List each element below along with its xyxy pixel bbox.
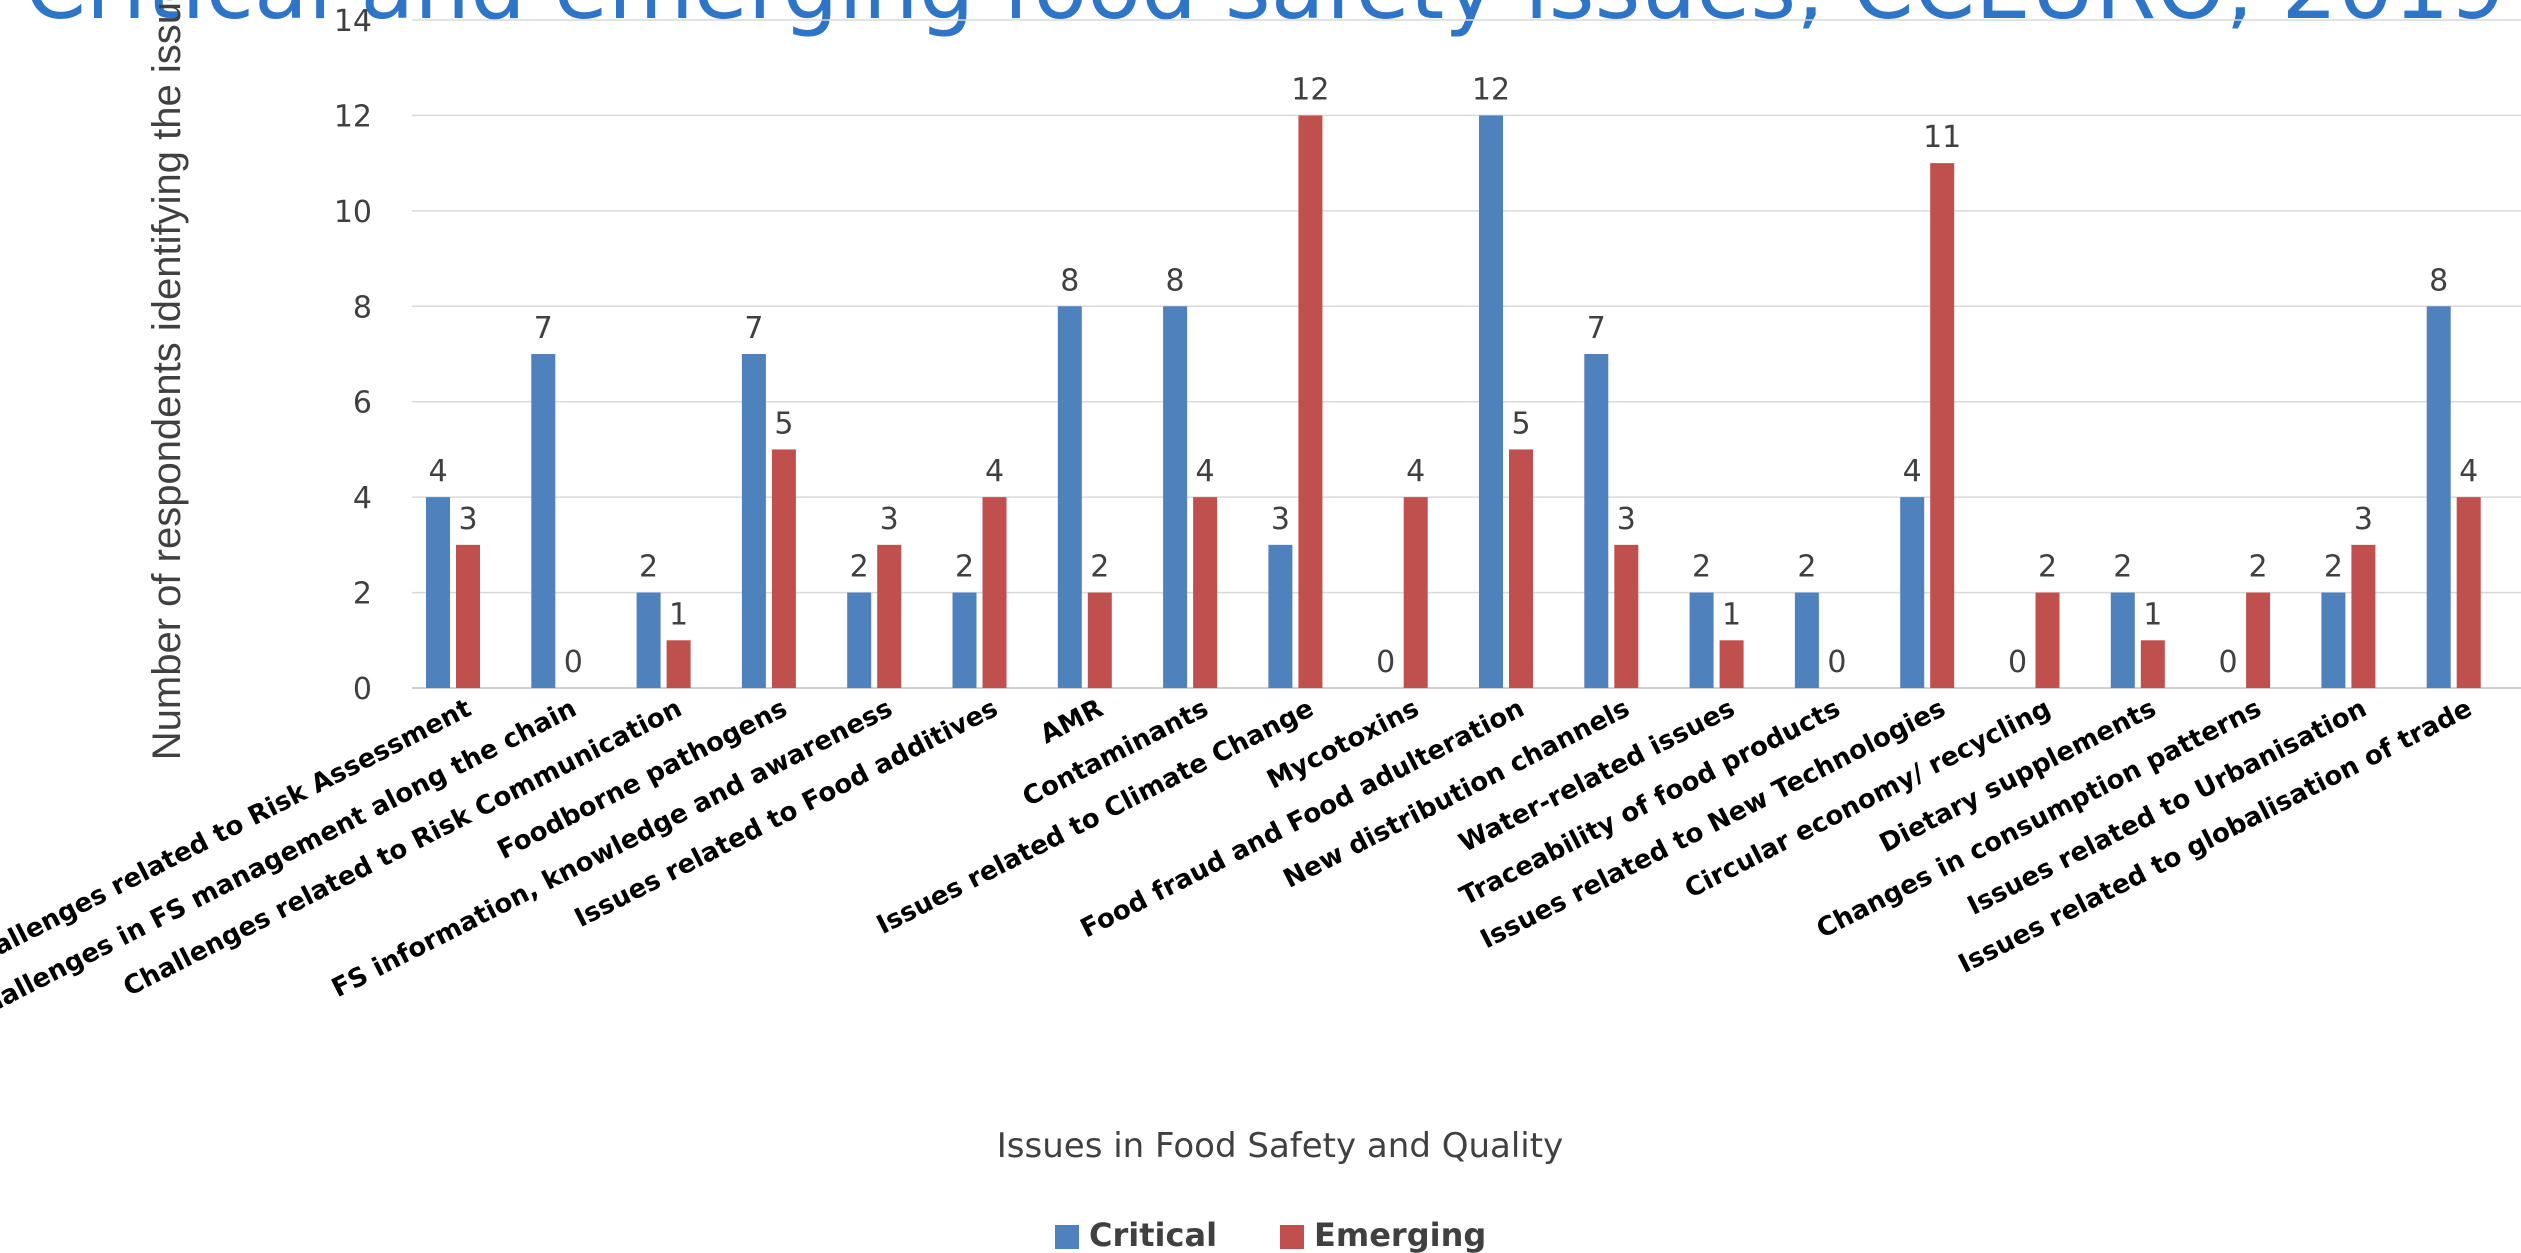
legend-label-emerging: Emerging [1314,1216,1486,1253]
y-tick-label: 0 [353,672,372,707]
data-label-emerging: 1 [2143,597,2162,632]
data-label-critical: 2 [2113,550,2132,585]
data-label-critical: 2 [2324,550,2343,585]
data-label-emerging: 1 [1722,597,1741,632]
data-label-critical: 8 [1166,263,1185,298]
bar-critical [636,592,661,688]
data-label-emerging: 4 [2459,454,2478,489]
bar-emerging [771,449,796,688]
bar-critical [1794,592,1819,688]
bar-emerging [2246,592,2271,688]
y-axis-ticks: 0 2 4 6 8 10 12 14 [334,4,372,707]
legend-swatch-critical [1055,1225,1079,1249]
bar-critical [1479,115,1503,688]
bar-critical [531,354,556,688]
data-label-critical: 2 [955,550,974,585]
data-label-critical: 0 [2219,645,2238,680]
data-label-critical: 2 [850,550,869,585]
bar-critical [1689,592,1714,688]
bar-emerging [1509,449,1533,688]
data-label-emerging: 4 [985,454,1004,489]
bar-emerging [1719,640,1744,688]
data-label-emerging: 2 [2038,550,2057,585]
data-label-critical: 12 [1472,72,1510,107]
data-label-critical: 7 [534,311,553,346]
bar-emerging [2140,640,2165,688]
bar-critical [426,497,450,688]
data-label-critical: 2 [1797,550,1816,585]
gridlines [412,19,2521,594]
data-label-critical: 7 [1587,311,1606,346]
data-label-emerging: 0 [1827,645,1846,680]
data-label-critical: 0 [2008,645,2027,680]
y-tick-label: 4 [353,481,372,516]
bar-critical [2110,592,2135,688]
data-label-emerging: 3 [2354,502,2373,537]
y-tick-label: 14 [334,4,372,39]
data-label-critical: 8 [2429,263,2448,298]
bar-emerging [2456,497,2481,688]
data-label-critical: 3 [1271,502,1290,537]
data-label-critical: 4 [428,454,447,489]
legend-swatch-emerging [1280,1225,1304,1249]
bar-critical [1268,544,1293,688]
bar-critical [1584,354,1609,688]
x-axis-title: Issues in Food Safety and Quality [997,1126,1563,1166]
bar-emerging [1193,497,1218,688]
bar-emerging [666,640,691,688]
y-axis-title: Number of respondents identifying the is… [145,0,189,760]
bar-emerging [877,544,902,688]
legend: Critical Emerging [1055,1216,1486,1253]
legend-label-critical: Critical [1089,1216,1217,1253]
data-label-emerging: 3 [458,502,477,537]
data-label-emerging: 2 [2249,550,2268,585]
data-label-emerging: 5 [1511,406,1530,441]
data-label-critical: 2 [639,550,658,585]
bar-critical [1900,497,1925,688]
category-label: Challenges in FS management along the ch… [0,694,581,1030]
bar-emerging [1087,592,1112,688]
bar-critical [2321,592,2346,688]
data-label-emerging: 11 [1923,120,1961,155]
y-tick-label: 10 [334,195,372,230]
bar-emerging [2351,544,2376,688]
data-label-emerging: 0 [564,645,583,680]
y-tick-label: 8 [353,290,372,325]
bar-emerging [2035,592,2060,688]
bar-critical [1163,306,1188,688]
data-label-emerging: 4 [1196,454,1215,489]
data-label-emerging: 5 [774,406,793,441]
bar-emerging [1403,497,1428,688]
bar-emerging [1614,544,1639,688]
data-label-emerging: 3 [1617,502,1636,537]
data-label-critical: 2 [1692,550,1711,585]
y-tick-label: 6 [353,386,372,421]
category-label: AMR [1036,694,1108,751]
category-labels: Challenges related to Risk AssessmentCha… [0,694,2477,1030]
bar-critical [2426,306,2451,688]
data-label-emerging: 3 [880,502,899,537]
bar-critical [1057,306,1082,688]
data-label-critical: 0 [1376,645,1395,680]
bar-emerging [456,544,480,688]
data-label-emerging: 12 [1291,72,1329,107]
bar-critical [741,354,766,688]
data-label-emerging: 4 [1406,454,1425,489]
data-label-emerging: 1 [669,597,688,632]
data-label-critical: 8 [1060,263,1079,298]
y-tick-label: 2 [353,577,372,612]
data-label-critical: 7 [744,311,763,346]
bar-emerging [1930,163,1955,689]
y-tick-label: 12 [334,99,372,134]
data-label-emerging: 2 [1090,550,1109,585]
bar-emerging [1298,115,1323,688]
data-label-critical: 4 [1903,454,1922,489]
bar-emerging [982,497,1007,688]
bar-critical [952,592,977,688]
bar-critical [847,592,872,688]
bars [426,115,2481,689]
